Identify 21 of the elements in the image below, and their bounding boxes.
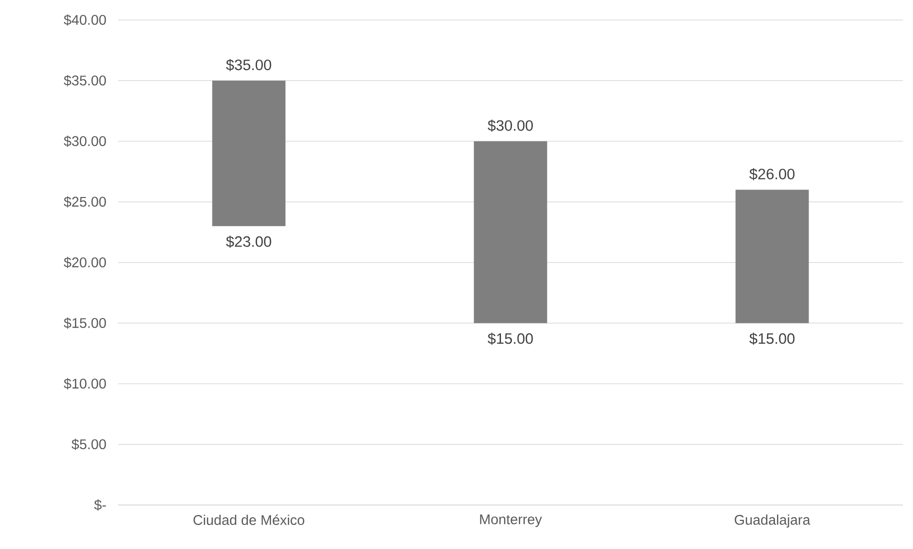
y-tick-label: $25.00	[64, 196, 106, 208]
y-tick-label: $5.00	[72, 438, 106, 450]
y-tick-label: $35.00	[64, 74, 106, 86]
y-tick-label: $20.00	[64, 256, 106, 268]
y-tick-label: $15.00	[64, 317, 106, 329]
y-tick-label: $40.00	[64, 14, 106, 26]
y-tick-label: $10.00	[64, 378, 106, 390]
annotation: $30.00	[488, 120, 533, 132]
bar	[212, 80, 286, 226]
annotation: $15.00	[488, 332, 533, 345]
annotation: $15.00	[749, 332, 795, 345]
y-tick-label: $-	[94, 499, 106, 511]
y-tick-label: $30.00	[64, 136, 106, 147]
bar	[474, 141, 548, 324]
x-tick-label: Ciudad de México	[194, 514, 304, 525]
annotation: $26.00	[749, 168, 795, 180]
bar	[736, 190, 809, 324]
annotation: $35.00	[226, 58, 272, 72]
annotation: $23.00	[226, 236, 272, 248]
x-tick-label: Monterrey	[480, 514, 542, 528]
x-tick-label: Guadalajara	[734, 514, 810, 528]
